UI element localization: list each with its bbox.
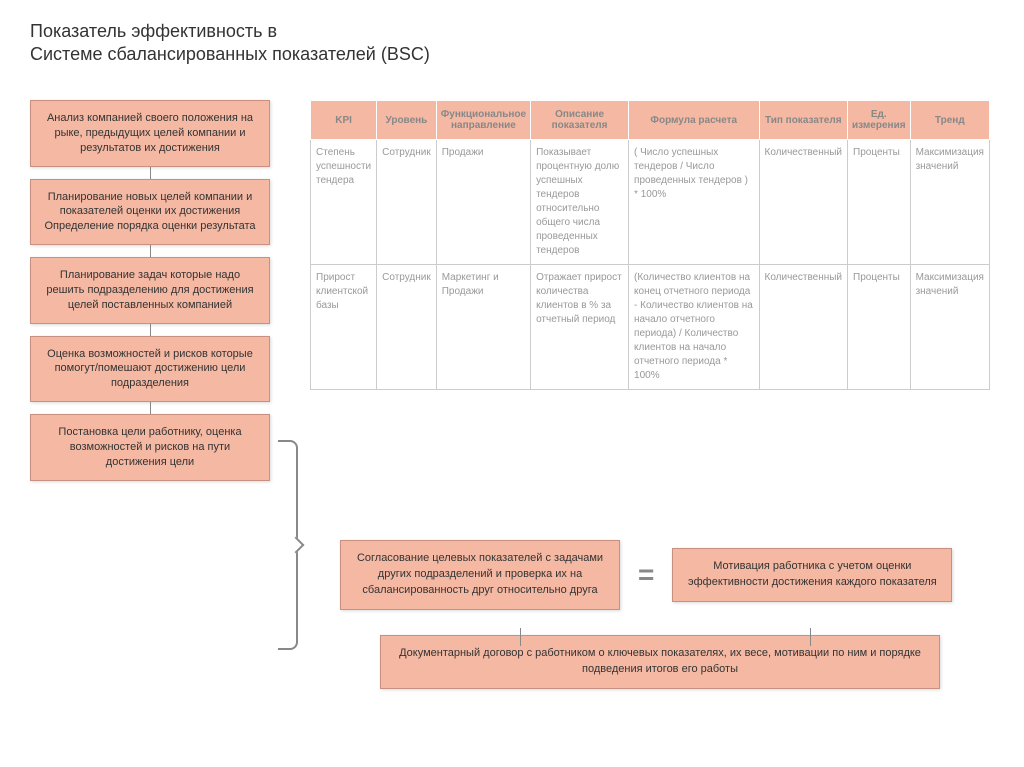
kpi-table: KPI Уровень Функциональное направление О…: [310, 100, 990, 390]
connector: [150, 167, 151, 179]
cell: Количественный: [759, 265, 848, 390]
equals-icon: =: [632, 559, 660, 591]
col-type: Тип показателя: [759, 101, 848, 140]
cell: Степень успешности тендера: [311, 140, 377, 265]
title-line-1: Показатель эффективность в: [30, 21, 277, 41]
bottom-flow: Согласование целевых показателей с задач…: [340, 540, 990, 689]
table-row: Прирост клиентской базы Сотрудник Маркет…: [311, 265, 990, 390]
brace-icon: [278, 440, 308, 650]
col-trend: Тренд: [910, 101, 989, 140]
col-description: Описание показателя: [531, 101, 629, 140]
col-level: Уровень: [377, 101, 437, 140]
connector: [520, 628, 521, 646]
table-header-row: KPI Уровень Функциональное направление О…: [311, 101, 990, 140]
col-function: Функциональное направление: [436, 101, 530, 140]
process-step-4: Оценка возможностей и рисков которые пом…: [30, 336, 270, 403]
cell: Проценты: [848, 140, 911, 265]
col-unit: Ед. измерения: [848, 101, 911, 140]
process-flow: Анализ компанией своего положения на рык…: [30, 100, 270, 481]
cell: Прирост клиентской базы: [311, 265, 377, 390]
contract-box: Документарный договор с работником о клю…: [380, 635, 940, 689]
process-step-1: Анализ компанией своего положения на рык…: [30, 100, 270, 167]
cell: Количественный: [759, 140, 848, 265]
cell: (Количество клиентов на конец отчетного …: [629, 265, 759, 390]
connector: [150, 245, 151, 257]
connector: [810, 628, 811, 646]
cell: Маркетинг и Продажи: [436, 265, 530, 390]
col-kpi: KPI: [311, 101, 377, 140]
process-step-3: Планирование задач которые надо решить п…: [30, 257, 270, 324]
cell: Максимизация значений: [910, 265, 989, 390]
cell: Максимизация значений: [910, 140, 989, 265]
process-step-2: Планирование новых целей компании и пока…: [30, 179, 270, 246]
cell: Отражает прирост количества клиентов в %…: [531, 265, 629, 390]
cell: Сотрудник: [377, 265, 437, 390]
cell: ( Число успешных тендеров / Число провед…: [629, 140, 759, 265]
page-title: Показатель эффективность в Системе сбала…: [30, 20, 994, 67]
cell: Показывает процентную долю успешных тенд…: [531, 140, 629, 265]
title-line-2: Системе сбалансированных показателей (BS…: [30, 44, 430, 64]
cell: Сотрудник: [377, 140, 437, 265]
alignment-box: Согласование целевых показателей с задач…: [340, 540, 620, 610]
col-formula: Формула расчета: [629, 101, 759, 140]
cell: Проценты: [848, 265, 911, 390]
bottom-row-1: Согласование целевых показателей с задач…: [340, 540, 990, 610]
connector: [150, 402, 151, 414]
connector: [150, 324, 151, 336]
cell: Продажи: [436, 140, 530, 265]
motivation-box: Мотивация работника с учетом оценки эффе…: [672, 548, 952, 602]
table-row: Степень успешности тендера Сотрудник Про…: [311, 140, 990, 265]
process-step-5: Постановка цели работнику, оценка возмож…: [30, 414, 270, 481]
